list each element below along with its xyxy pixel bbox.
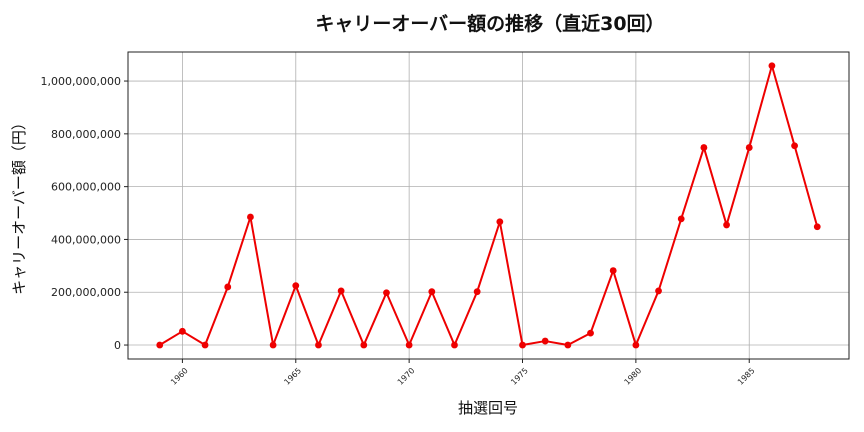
data-point [247, 213, 254, 221]
data-point [473, 288, 481, 296]
chart-title: キャリーオーバー額の推移（直近30回） [315, 12, 664, 35]
data-point [360, 341, 368, 349]
x-axis: 1960 1965 1970 1975 1980 1985 [169, 359, 757, 387]
y-tick-label: 400,000,000 [51, 233, 121, 246]
data-point [519, 341, 526, 349]
data-point [292, 282, 300, 290]
x-tick-label: 1975 [509, 366, 530, 387]
data-point [813, 223, 821, 231]
series-line [159, 64, 819, 347]
x-tick-label: 1970 [396, 366, 417, 387]
data-point [587, 329, 594, 337]
plot-frame [127, 51, 850, 360]
x-tick-label: 1980 [623, 366, 644, 387]
data-point [745, 144, 753, 151]
series-layer [156, 62, 821, 349]
data-point [405, 341, 413, 349]
data-point [791, 142, 798, 150]
x-axis-label: 抽選回号 [458, 399, 518, 417]
data-point [609, 267, 617, 274]
data-point [677, 215, 685, 223]
data-point [723, 221, 730, 229]
y-tick-label: 200,000,000 [51, 286, 121, 299]
y-tick-label: 1,000,000,000 [41, 75, 121, 88]
data-point [768, 62, 776, 70]
data-point [700, 144, 708, 151]
data-point [179, 327, 186, 335]
y-axis: 0 200,000,000 400,000,000 600,000,000 800,00… [41, 75, 128, 352]
y-tick-label: 800,000,000 [51, 128, 121, 141]
y-axis-label: キャリーオーバー額（円） [10, 115, 28, 295]
data-point [655, 287, 662, 295]
x-tick-label: 1985 [736, 366, 757, 387]
data-point [337, 287, 345, 295]
data-point [383, 289, 390, 297]
data-point [269, 341, 277, 349]
y-tick-label: 600,000,000 [51, 181, 121, 194]
data-point [541, 337, 549, 345]
data-point [451, 341, 458, 349]
y-tick-label: 0 [114, 339, 121, 352]
data-point [201, 341, 209, 349]
data-point [315, 341, 322, 349]
data-point [156, 341, 164, 349]
x-tick-label: 1960 [169, 366, 190, 387]
data-point [428, 288, 436, 296]
data-point [224, 283, 232, 291]
data-point [564, 341, 572, 349]
grid [128, 52, 849, 359]
x-tick-label: 1965 [282, 366, 303, 387]
data-point [632, 341, 640, 349]
data-point [496, 218, 504, 226]
